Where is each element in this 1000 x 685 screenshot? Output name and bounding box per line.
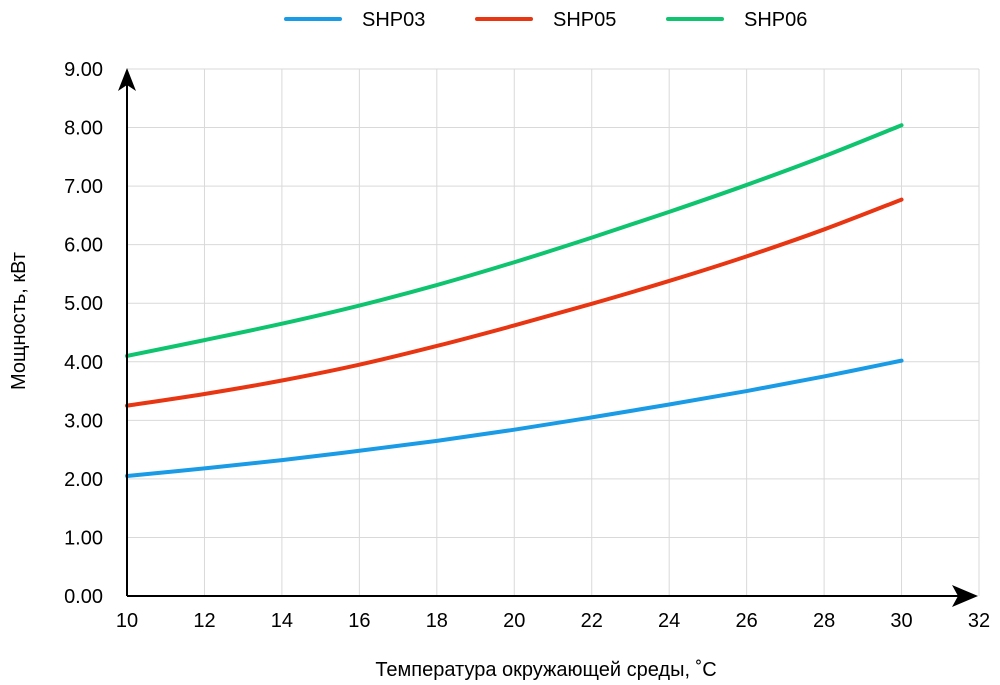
- y-tick-label: 9.00: [64, 59, 103, 81]
- grid: [127, 68, 980, 596]
- x-tick-label: 32: [968, 610, 990, 632]
- series-line-shp03: [125, 358, 904, 478]
- axes: [118, 68, 978, 607]
- y-axis-title: Мощность, кВт: [8, 252, 30, 390]
- y-tick-label: 8.00: [64, 118, 103, 140]
- x-tick-label: 28: [813, 610, 835, 632]
- x-tick-label: 18: [426, 610, 448, 632]
- legend-label-shp05: SHP05: [553, 9, 616, 31]
- x-tick-label: 20: [503, 610, 525, 632]
- y-tick-label: 2.00: [64, 469, 103, 491]
- legend: SHP03 SHP05 SHP06: [284, 9, 807, 31]
- series-line-shp06: [125, 123, 904, 358]
- y-tick-label: 4.00: [64, 352, 103, 374]
- tick-labels: 0.00 1.00 2.00 3.00 4.00 5.00 6.00 7.00 8.00 9.00…: [64, 59, 990, 632]
- x-tick-label: 16: [348, 610, 370, 632]
- y-tick-label: 6.00: [64, 235, 103, 257]
- y-axis-arrow-icon: [118, 68, 136, 91]
- x-tick-label: 24: [658, 610, 680, 632]
- x-tick-label: 30: [890, 610, 912, 632]
- x-axis-title: Температура окружающей среды, ˚С: [375, 659, 716, 681]
- y-tick-label: 5.00: [64, 293, 103, 315]
- x-tick-label: 26: [736, 610, 758, 632]
- y-tick-label: 0.00: [64, 586, 103, 608]
- series-line-shp05: [125, 197, 904, 408]
- x-tick-label: 14: [271, 610, 293, 632]
- x-axis-arrow-icon: [952, 585, 978, 607]
- legend-label-shp06: SHP06: [744, 9, 807, 31]
- x-tick-label: 22: [581, 610, 603, 632]
- y-tick-label: 1.00: [64, 527, 103, 549]
- y-tick-label: 3.00: [64, 410, 103, 432]
- x-tick-label: 10: [116, 610, 138, 632]
- legend-label-shp03: SHP03: [362, 9, 425, 31]
- y-tick-label: 7.00: [64, 176, 103, 198]
- x-tick-label: 12: [193, 610, 215, 632]
- series-lines: [125, 123, 904, 478]
